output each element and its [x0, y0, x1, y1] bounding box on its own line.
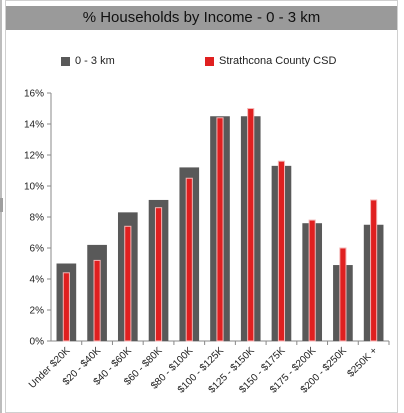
chart-title-bar: % Households by Income - 0 - 3 km — [6, 6, 397, 30]
bar-series-2 — [247, 108, 255, 342]
chart-plot-svg: 0%2%4%6%8%10%12%14%16%Under $20K$20 - $4… — [24, 89, 390, 396]
y-tick-label: 10% — [24, 182, 44, 193]
bar-series-2 — [308, 219, 316, 342]
y-tick-label: 12% — [24, 151, 44, 162]
bar-series-2 — [185, 177, 193, 342]
y-tick-label: 6% — [30, 244, 45, 255]
bar-series-2 — [154, 207, 163, 342]
bar-series-2 — [93, 259, 101, 342]
bar-series-2 — [124, 225, 132, 342]
legend-label-series-2: Strathcona County CSD — [219, 55, 337, 67]
y-tick-label: 4% — [30, 275, 45, 286]
x-tick-label: $250K + — [345, 345, 379, 379]
bar-series-2 — [62, 272, 70, 342]
legend-entry-series-2: Strathcona County CSD — [205, 55, 336, 67]
y-tick-label: 8% — [30, 213, 45, 224]
frame-notch — [0, 198, 3, 212]
legend-label-series-1: 0 - 3 km — [75, 55, 115, 67]
y-tick-label: 14% — [24, 120, 44, 131]
chart-panel: % Households by Income - 0 - 3 km 0 - 3 … — [5, 0, 398, 413]
legend-entry-series-1: 0 - 3 km — [61, 55, 115, 67]
legend-swatch-series-1 — [61, 56, 70, 66]
bar-series-2 — [216, 117, 224, 342]
bar-series-2 — [370, 199, 378, 342]
bar-series-2 — [339, 247, 347, 342]
chart-title: % Households by Income - 0 - 3 km — [82, 9, 321, 26]
y-tick-label: 0% — [30, 337, 45, 348]
y-tick-label: 2% — [30, 306, 45, 317]
legend-swatch-series-2 — [205, 56, 214, 66]
bar-series-2 — [277, 160, 286, 342]
y-tick-label: 16% — [24, 89, 44, 100]
